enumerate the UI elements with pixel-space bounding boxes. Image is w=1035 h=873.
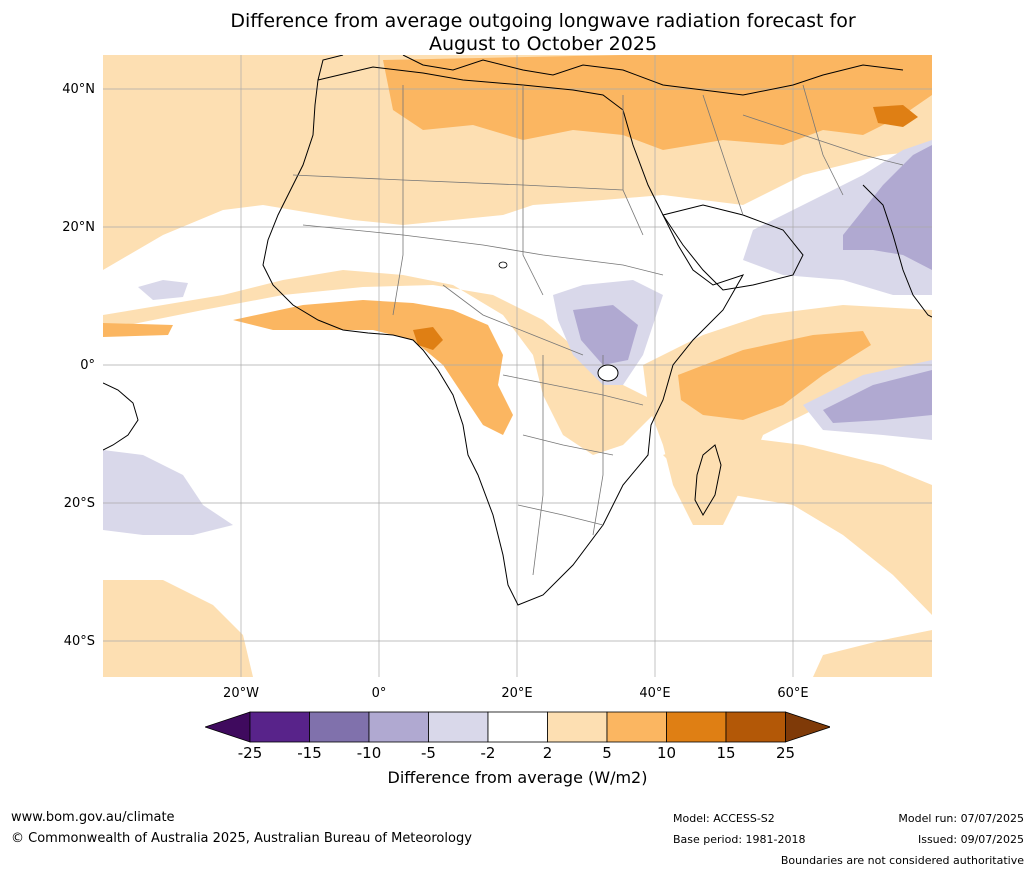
olr-anomaly-map — [103, 55, 932, 677]
colorbar-tick-label: -10 — [356, 744, 382, 762]
colorbar-tick-label: 15 — [716, 744, 736, 762]
lon-label-40e: 40°E — [639, 686, 671, 701]
colorbar-segment — [309, 711, 370, 743]
anomaly-region-dark-orange-north — [873, 105, 918, 127]
anomaly-region-purple-indian — [823, 370, 932, 423]
anomaly-region-orange-north — [383, 55, 932, 150]
title-line-1: Difference from average outgoing longwav… — [230, 10, 856, 32]
colorbar-tick-label: -25 — [237, 744, 263, 762]
lat-label-0: 0° — [80, 358, 95, 373]
colorbar-tick-label: -15 — [297, 744, 322, 762]
lon-label-0: 0° — [371, 686, 387, 701]
anomaly-region-light-purple-southatlantic — [103, 450, 233, 535]
anomaly-region-light-orange-southwest — [103, 580, 253, 677]
anomaly-region-purple-india — [843, 145, 932, 270]
colorbar-segment — [606, 711, 667, 743]
lake-victoria — [597, 364, 619, 382]
lat-label-40s: 40°S — [63, 634, 95, 649]
colorbar-label: Difference from average (W/m2) — [387, 768, 648, 787]
anomaly-region-purple-eastafrica — [573, 305, 638, 365]
anomaly-region-light-orange-south — [813, 630, 932, 677]
anomaly-region-light-purple-arabian — [743, 140, 932, 295]
south-america-coastline — [103, 382, 139, 451]
colorbar-segment — [725, 711, 786, 743]
anomaly-region-light-purple-small — [138, 280, 188, 300]
lon-label-20e: 20°E — [501, 686, 533, 701]
india-coastline — [862, 184, 932, 318]
colorbar-extend-high — [785, 711, 830, 743]
europe-coastline — [317, 55, 904, 96]
footer-disclaimer: Boundaries are not considered authoritat… — [780, 854, 1024, 867]
colorbar-segment — [487, 711, 548, 743]
colorbar-segment — [368, 711, 429, 743]
colorbar-segment — [666, 711, 727, 743]
anomaly-region-dark-orange-congo — [413, 327, 443, 350]
lat-label-20s: 20°S — [63, 496, 95, 511]
arabia-coastline — [662, 204, 804, 291]
colorbar-segment — [428, 711, 489, 743]
colorbar — [205, 711, 830, 743]
colorbar-tick-label: -2 — [480, 744, 496, 762]
africa-coastline — [262, 66, 745, 606]
anomaly-region-light-orange-southeast — [663, 435, 932, 615]
footer-issued: Issued: 09/07/2025 — [917, 833, 1024, 846]
footer-model-run: Model run: 07/07/2025 — [898, 812, 1024, 825]
anomaly-region-light-orange-west — [103, 270, 663, 455]
colorbar-tick-label: 2 — [542, 744, 553, 762]
colorbar-tick-label: -5 — [421, 744, 436, 762]
lon-label-20w: 20°W — [223, 686, 259, 701]
gridlines — [103, 55, 932, 677]
lat-label-20n: 20°N — [62, 220, 95, 235]
anomaly-region-orange-west — [233, 300, 513, 435]
country-borders — [292, 84, 904, 576]
colorbar-extend-low — [205, 711, 251, 743]
lake-chad — [498, 261, 508, 269]
colorbar-tick-label: 10 — [656, 744, 677, 762]
anomaly-region-orange-indian — [678, 331, 871, 420]
footer-base-period: Base period: 1981-2018 — [673, 833, 806, 846]
footer-model: Model: ACCESS-S2 — [673, 812, 775, 825]
lat-label-40n: 40°N — [62, 82, 95, 97]
lon-label-60e: 60°E — [777, 686, 809, 701]
colorbar-tick-label: 25 — [775, 744, 796, 762]
map-title: Difference from average outgoing longwav… — [0, 10, 1035, 56]
footer-website: www.bom.gov.au/climate — [11, 810, 175, 825]
colorbar-segment — [547, 711, 608, 743]
colorbar-tick-label: 5 — [602, 744, 612, 762]
footer-copyright: © Commonwealth of Australia 2025, Austra… — [11, 831, 472, 846]
title-line-2: August to October 2025 — [428, 33, 658, 55]
colorbar-segment — [249, 711, 310, 743]
madagascar-coastline — [694, 444, 722, 517]
anomaly-region-orange-atlantic — [103, 323, 173, 337]
